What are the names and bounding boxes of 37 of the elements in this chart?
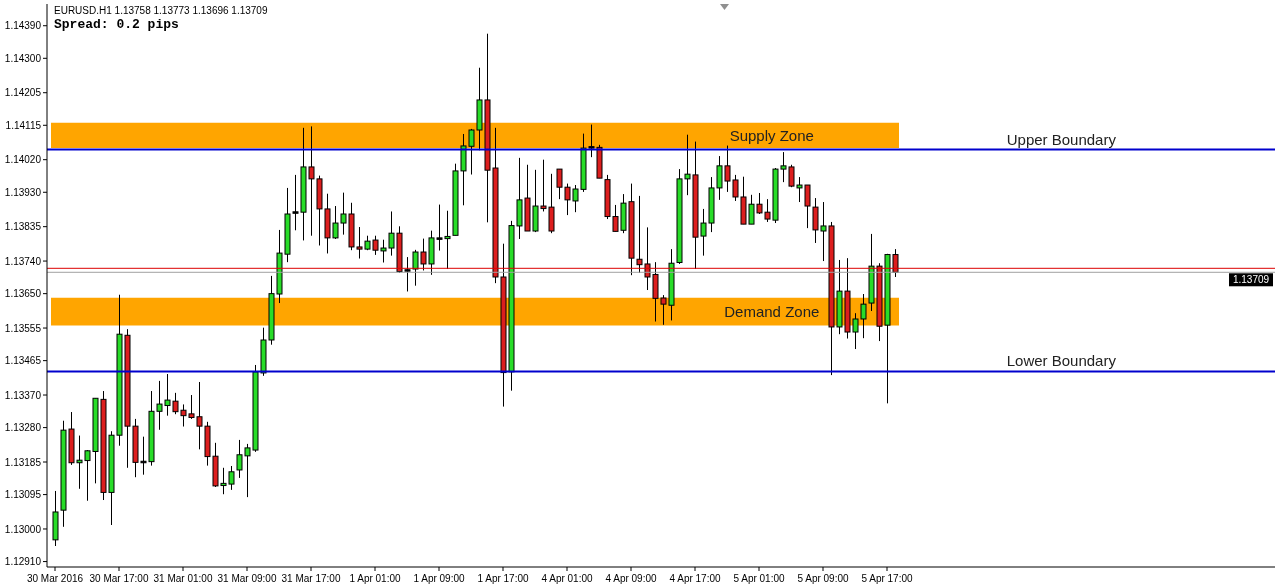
y-tick-label: 1.13835 [4, 221, 42, 233]
y-tick-label: 1.13095 [4, 489, 42, 501]
x-tick-label: 5 Apr 09:00 [797, 573, 850, 585]
y-tick-label: 1.12910 [4, 556, 42, 568]
y-tick-label: 1.13280 [4, 422, 42, 434]
chart-title: EURUSD.H1 1.13758 1.13773 1.13696 1.13709 [54, 5, 268, 17]
x-tick-label: 1 Apr 17:00 [477, 573, 530, 585]
x-tick-label: 31 Mar 09:00 [217, 573, 277, 585]
y-tick-label: 1.13000 [4, 523, 42, 535]
x-tick-label: 4 Apr 09:00 [605, 573, 658, 585]
x-tick-label: 30 Mar 17:00 [89, 573, 149, 585]
y-tick-label: 1.13740 [4, 255, 42, 267]
y-tick-label: 1.14205 [4, 87, 42, 99]
y-tick-label: 1.13185 [4, 456, 42, 468]
y-tick-label: 1.13370 [4, 389, 42, 401]
text: Spread: 0.2 pips [54, 17, 179, 32]
y-tick-label: 1.13930 [4, 186, 42, 198]
ref-line-label: Upper Boundary [1006, 130, 1117, 148]
x-tick-label: 1 Apr 01:00 [349, 573, 402, 585]
y-tick-label: 1.14300 [4, 52, 42, 64]
y-tick-label: 1.13650 [4, 288, 42, 300]
y-tick-label: 1.13555 [4, 322, 42, 334]
x-tick-label: 5 Apr 17:00 [861, 573, 914, 585]
x-tick-label: 31 Mar 01:00 [153, 573, 213, 585]
x-tick-label: 30 Mar 2016 [26, 573, 84, 585]
x-tick-label: 5 Apr 01:00 [733, 573, 786, 585]
x-tick-label: 4 Apr 01:00 [541, 573, 594, 585]
band-label: Demand Zone [724, 302, 820, 320]
y-tick-label: 1.14390 [4, 20, 42, 32]
y-tick-label: 1.13465 [4, 355, 42, 367]
x-tick-label: 1 Apr 09:00 [413, 573, 466, 585]
band-label: Supply Zone [729, 126, 814, 144]
y-tick-label: 1.14115 [5, 119, 42, 131]
x-tick-label: 31 Mar 17:00 [281, 573, 341, 585]
y-tick-label: 1.14020 [4, 154, 42, 166]
ref-line-label: Lower Boundary [1006, 352, 1117, 370]
x-tick-label: 4 Apr 17:00 [669, 573, 722, 585]
